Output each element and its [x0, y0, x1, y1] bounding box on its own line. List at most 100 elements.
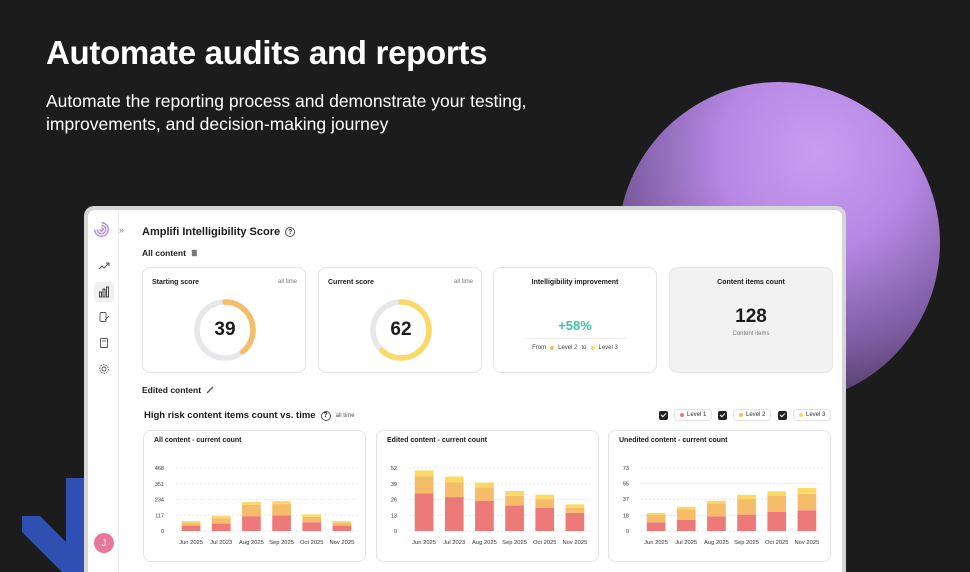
- bar-segment-level-1[interactable]: [676, 519, 696, 531]
- risk-meta: all time: [335, 412, 355, 419]
- bar-segment-level-2[interactable]: [565, 507, 585, 513]
- legend-level-1[interactable]: Level 1: [659, 409, 713, 421]
- bar-segment-level-1[interactable]: [242, 516, 261, 531]
- bar-segment-level-1[interactable]: [707, 516, 726, 531]
- bar-segment-level-1[interactable]: [414, 493, 434, 531]
- x-tick-label: Sep 2025: [502, 540, 527, 546]
- y-tick-label: 468: [155, 466, 164, 472]
- content-edit-icon[interactable]: [94, 307, 114, 327]
- help-icon[interactable]: ?: [285, 227, 296, 237]
- bar-segment-level-1[interactable]: [767, 512, 787, 531]
- bar-segment-level-3[interactable]: [332, 521, 352, 523]
- bar-segment-level-3[interactable]: [475, 482, 494, 488]
- hero-subtitle: Automate the reporting process and demon…: [46, 91, 527, 134]
- legend-level-2[interactable]: Level 2: [718, 409, 772, 421]
- bar-segment-level-3[interactable]: [272, 501, 291, 505]
- bar-segment-level-2[interactable]: [505, 495, 524, 506]
- y-tick-label: 0: [394, 529, 397, 535]
- chart-title: All content - current count: [154, 437, 242, 444]
- document-icon: [191, 249, 197, 257]
- level-2-pill[interactable]: Level 2: [733, 409, 772, 421]
- bar-segment-level-3[interactable]: [211, 515, 231, 519]
- current-score-value: 62: [390, 319, 412, 340]
- x-tick-label: Aug 2025: [704, 540, 729, 546]
- starting-score-card: Starting score all time 39: [142, 267, 306, 373]
- bar-segment-level-1[interactable]: [272, 515, 291, 531]
- bar-segment-level-1[interactable]: [565, 512, 585, 531]
- main-content: Amplifi Intelligibility Score ? All cont…: [138, 210, 842, 572]
- expand-sidebar-icon[interactable]: »: [119, 225, 125, 235]
- bar-segment-level-3[interactable]: [707, 500, 726, 504]
- bar-segment-level-1[interactable]: [535, 507, 555, 531]
- x-tick-label: Nov 2025: [330, 540, 355, 546]
- trend-icon[interactable]: [94, 256, 114, 276]
- bar-segment-level-2[interactable]: [676, 509, 696, 520]
- level-1-checkbox[interactable]: [659, 410, 668, 420]
- bar-segment-level-3[interactable]: [737, 494, 756, 500]
- level-3-pill[interactable]: Level 3: [793, 409, 832, 421]
- bar-segment-level-2[interactable]: [646, 514, 666, 523]
- y-tick-label: 351: [155, 482, 164, 488]
- x-tick-label: Jul 2025: [675, 540, 697, 546]
- bar-segment-level-2[interactable]: [475, 487, 494, 501]
- bar-segment-level-2[interactable]: [272, 504, 291, 516]
- level-3-checkbox[interactable]: [778, 410, 787, 420]
- bar-segment-level-2[interactable]: [707, 503, 726, 517]
- bar-segment-level-2[interactable]: [535, 499, 555, 508]
- bar-segment-level-2[interactable]: [332, 522, 352, 526]
- bar-segment-level-1[interactable]: [797, 510, 817, 531]
- settings-icon[interactable]: [94, 359, 114, 379]
- bar-segment-level-3[interactable]: [505, 491, 524, 496]
- bar-segment-level-3[interactable]: [797, 487, 817, 494]
- bar-segment-level-3[interactable]: [414, 470, 434, 477]
- bar-segment-level-2[interactable]: [797, 493, 817, 511]
- pencil-icon[interactable]: [206, 386, 214, 394]
- avatar[interactable]: J: [94, 533, 114, 553]
- bar-segment-level-3[interactable]: [676, 506, 696, 510]
- book-icon[interactable]: [94, 333, 114, 353]
- bar-segment-level-2[interactable]: [242, 504, 261, 517]
- bar-segment-level-3[interactable]: [302, 514, 322, 517]
- bar-segment-level-1[interactable]: [646, 522, 666, 531]
- bar-segment-level-2[interactable]: [211, 518, 231, 524]
- y-tick-label: 73: [623, 466, 629, 472]
- bar-segment-level-3[interactable]: [181, 521, 201, 523]
- bar-segment-level-1[interactable]: [475, 500, 494, 531]
- bar-segment-level-1[interactable]: [505, 505, 524, 531]
- bar-segment-level-2[interactable]: [414, 476, 434, 494]
- bar-segment-level-1[interactable]: [332, 525, 352, 531]
- bar-segment-level-3[interactable]: [535, 494, 555, 500]
- bar-segment-level-2[interactable]: [767, 495, 787, 513]
- bar-segment-level-1[interactable]: [181, 525, 201, 531]
- bar-segment-level-1[interactable]: [737, 514, 756, 531]
- from-level: Level 2: [558, 345, 578, 351]
- help-icon[interactable]: ?: [320, 410, 331, 421]
- app-logo-icon[interactable]: [93, 221, 110, 238]
- all-content-chart: 0 117 234 351 468 Jun 2025 Jul 2023 Aug 2025 Sep…: [155, 466, 357, 546]
- content-count-card: Content items count 128 Content items: [669, 267, 833, 373]
- bar-segment-level-2[interactable]: [737, 499, 756, 515]
- bar-segment-level-1[interactable]: [444, 497, 464, 531]
- legend-level-3[interactable]: Level 3: [778, 409, 832, 421]
- bar-segment-level-3[interactable]: [646, 512, 666, 515]
- hero-title: Automate audits and reports: [46, 34, 488, 71]
- bar-segment-level-3[interactable]: [767, 491, 787, 496]
- card-meta: all time: [277, 279, 297, 285]
- bar-segment-level-2[interactable]: [181, 522, 201, 526]
- level-1-pill[interactable]: Level 1: [674, 409, 713, 421]
- bar-segment-level-3[interactable]: [444, 476, 464, 483]
- bar-segment-level-3[interactable]: [565, 504, 585, 508]
- x-tick-label: Aug 2025: [239, 540, 264, 546]
- bar-segment-level-1[interactable]: [211, 523, 231, 531]
- bar-chart-icon[interactable]: [94, 282, 114, 302]
- bar-segment-level-1[interactable]: [302, 522, 322, 531]
- level-2-checkbox[interactable]: [718, 410, 727, 420]
- bar-segment-level-2[interactable]: [444, 482, 464, 498]
- bar-segment-level-3[interactable]: [242, 502, 261, 505]
- legend-label: Level 3: [806, 412, 826, 418]
- current-score-donut: [370, 299, 432, 361]
- starting-score-donut: [194, 299, 256, 361]
- bar-segment-level-2[interactable]: [302, 516, 322, 523]
- level-3-dot: [590, 346, 595, 350]
- card-label: Content items count: [717, 279, 785, 286]
